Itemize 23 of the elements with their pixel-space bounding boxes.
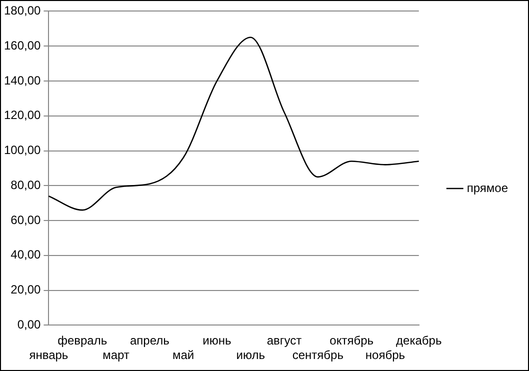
y-tick-label: 140,00 (4, 73, 42, 88)
y-tick-label: 0,00 (17, 318, 42, 332)
x-tick-label: апрель (130, 334, 170, 348)
x-tick-label: август (266, 334, 302, 348)
y-tick-label: 120,00 (4, 108, 42, 122)
x-tick-label: ноябрь (365, 348, 406, 362)
x-tick-label: январь (29, 348, 68, 362)
x-tick-label: февраль (58, 334, 108, 348)
y-tick-label: 20,00 (10, 282, 42, 297)
x-tick-label: май (172, 348, 194, 362)
y-tick-label: 60,00 (10, 212, 42, 227)
x-tick-label: июль (236, 348, 265, 362)
legend-label: прямое (466, 180, 508, 195)
x-tick-label: октябрь (330, 334, 374, 348)
y-tick-label: 180,00 (4, 4, 42, 18)
x-tick-label: сентябрь (292, 348, 344, 362)
y-tick-label: 40,00 (10, 248, 42, 262)
x-tick-label: декабрь (396, 334, 442, 348)
y-tick-label: 160,00 (4, 38, 42, 52)
y-tick-label: 80,00 (10, 178, 42, 192)
x-tick-label: март (102, 348, 130, 362)
y-tick-label: 100,00 (4, 143, 42, 158)
x-tick-label: июнь (202, 334, 232, 348)
